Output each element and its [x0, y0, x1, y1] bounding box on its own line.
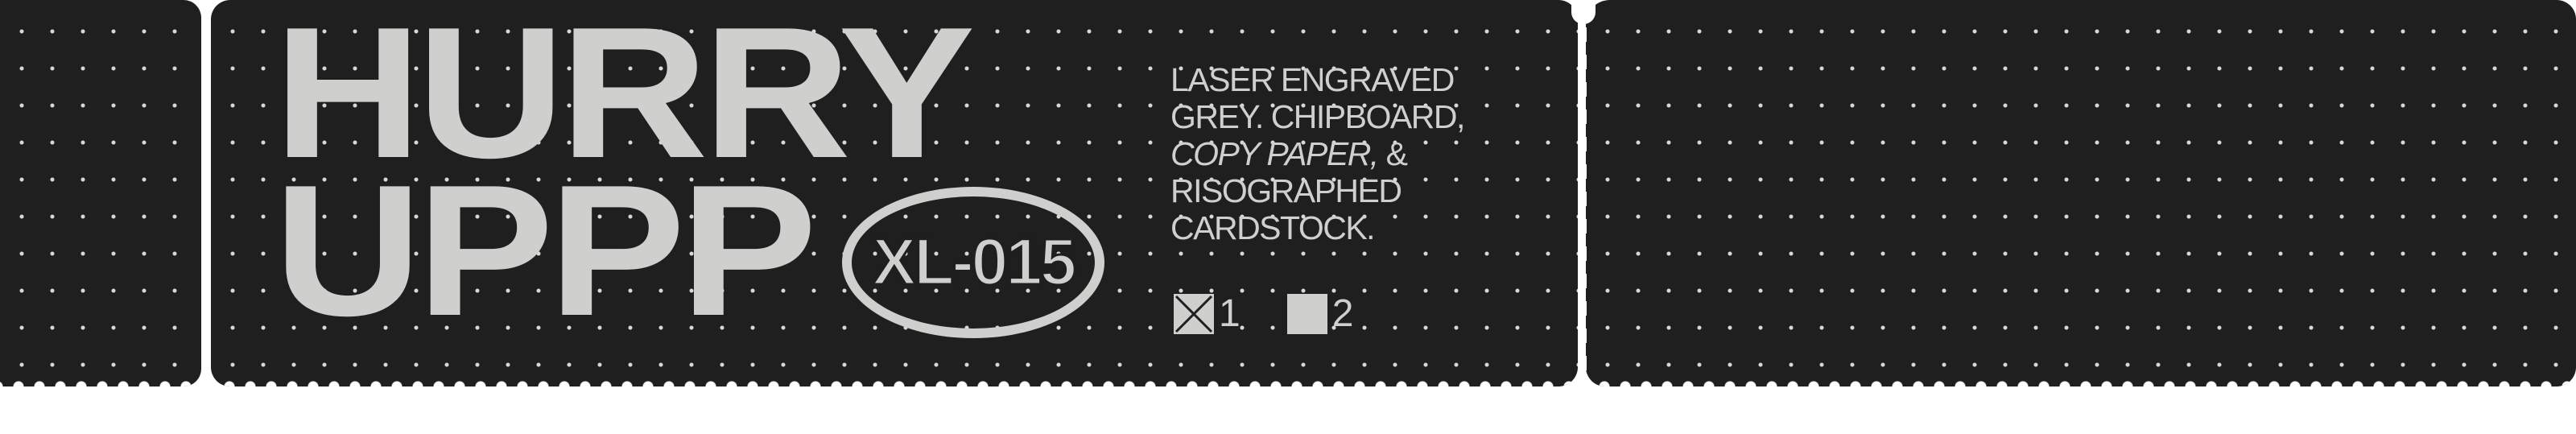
- desc-line-2: GREY. CHIPBOARD,: [1170, 98, 1465, 135]
- left-stub-panel: [0, 0, 201, 386]
- product-code: XL-015: [871, 225, 1078, 300]
- tear-line: [1580, 0, 1587, 395]
- main-label-panel: [211, 0, 1578, 386]
- desc-line-4: RISOGRAPHED: [1170, 172, 1402, 209]
- title-line-2: UPPP: [274, 147, 817, 355]
- desc-line-1: LASER ENGRAVED: [1170, 61, 1455, 98]
- title-line-1: HURRY: [274, 0, 976, 197]
- dot-grid: [1586, 0, 2576, 386]
- checkbox-checked-icon[interactable]: [1174, 293, 1214, 334]
- desc-line-3-italic: COPY PAPER,: [1170, 135, 1379, 172]
- perforated-edge: [0, 378, 201, 386]
- right-blank-panel: [1586, 0, 2576, 386]
- desc-line-3: COPY PAPER, &: [1170, 135, 1464, 172]
- product-title: HURRY UPPP: [274, 0, 976, 355]
- option-1-label: 1: [1219, 292, 1241, 335]
- checkbox-icon[interactable]: [1286, 293, 1327, 334]
- perforated-edge: [211, 378, 1578, 386]
- desc-line-5: CARDSTOCK.: [1170, 209, 1376, 246]
- option-2-label: 2: [1331, 292, 1354, 335]
- desc-line-3-tail: &: [1377, 135, 1408, 172]
- tear-notch: [1571, 0, 1596, 24]
- product-code-badge: XL-015: [842, 187, 1104, 338]
- dot-grid: [0, 0, 201, 386]
- materials-description: LASER ENGRAVED GREY. CHIPBOARD, COPY PAP…: [1170, 61, 1465, 246]
- option-1[interactable]: 1: [1174, 291, 1241, 336]
- option-2[interactable]: 2: [1286, 291, 1354, 336]
- variant-options: 1 2: [1174, 291, 1400, 336]
- perforated-edge: [1586, 378, 2576, 386]
